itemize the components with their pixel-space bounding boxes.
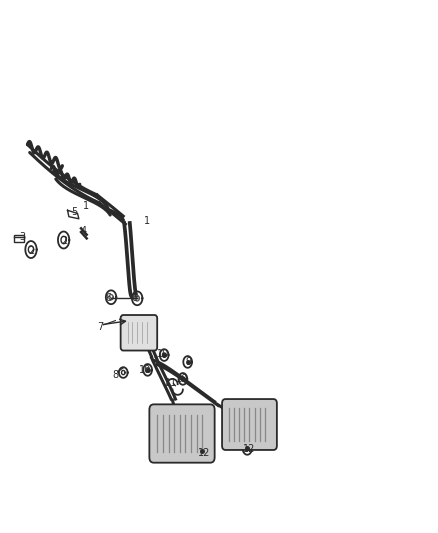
- Bar: [14, 235, 24, 241]
- Text: 3: 3: [19, 232, 25, 243]
- Text: 4: 4: [80, 226, 86, 236]
- Text: 7: 7: [98, 322, 104, 333]
- FancyBboxPatch shape: [120, 315, 157, 351]
- Text: 6: 6: [105, 293, 111, 303]
- Text: 10: 10: [139, 365, 151, 375]
- Text: 11: 11: [165, 378, 177, 388]
- Text: 1: 1: [144, 216, 150, 227]
- Text: 1: 1: [83, 200, 89, 211]
- FancyBboxPatch shape: [149, 405, 215, 463]
- Text: 2: 2: [28, 246, 34, 256]
- Text: 10: 10: [176, 375, 188, 384]
- Text: 12: 12: [243, 445, 256, 455]
- FancyBboxPatch shape: [222, 399, 277, 450]
- Polygon shape: [67, 211, 79, 219]
- Text: 8: 8: [113, 370, 119, 380]
- Text: 5: 5: [71, 207, 78, 217]
- Text: 9: 9: [185, 357, 191, 367]
- Text: 6: 6: [131, 293, 137, 303]
- Text: 12: 12: [198, 448, 210, 458]
- Text: 2: 2: [61, 236, 67, 246]
- Text: 10: 10: [157, 349, 170, 359]
